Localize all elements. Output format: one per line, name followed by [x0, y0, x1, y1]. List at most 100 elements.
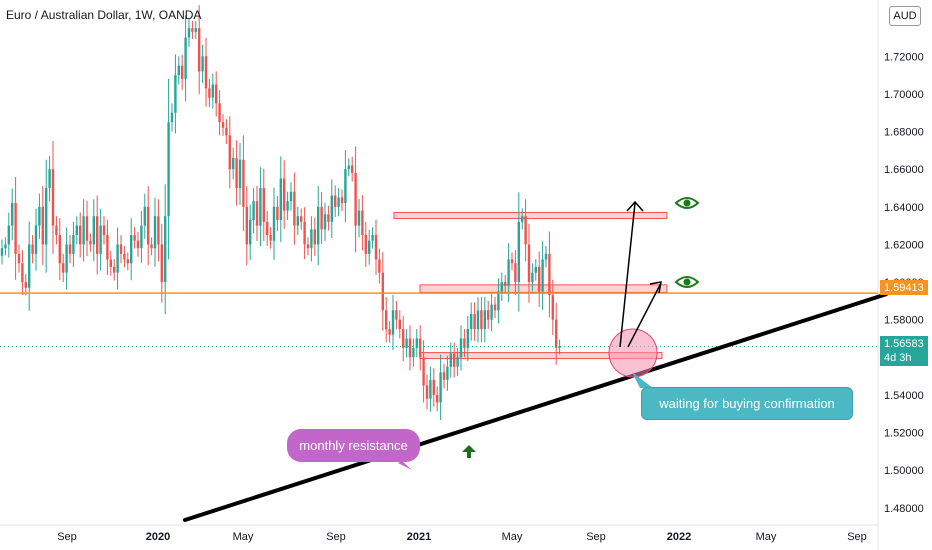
- candle-body: [191, 28, 194, 32]
- candle-body: [317, 206, 320, 245]
- candle-body: [514, 263, 517, 283]
- candle-body: [221, 122, 225, 128]
- candle-body: [65, 244, 68, 273]
- candle-body: [500, 282, 503, 292]
- candlestick-series: [0, 5, 561, 421]
- candle-body: [116, 244, 119, 273]
- candle-body: [487, 310, 490, 320]
- candle-body: [446, 366, 449, 380]
- candle-body: [412, 347, 415, 358]
- current-price-tag: 1.56583 4d 3h: [880, 336, 928, 366]
- candle-body: [34, 225, 38, 254]
- candle-body: [398, 319, 401, 330]
- price-tick-label: 1.54000: [884, 390, 924, 402]
- current-price-value: 1.56583: [884, 338, 924, 350]
- candle-body: [432, 379, 435, 395]
- candle-body: [123, 253, 126, 260]
- price-tick-label: 1.48000: [884, 503, 924, 515]
- candle-body: [204, 56, 208, 89]
- candle-body: [303, 221, 306, 245]
- candle-body: [330, 195, 333, 222]
- ascending-trendline[interactable]: [183, 292, 888, 522]
- candle-body: [252, 201, 255, 220]
- candle-body: [14, 203, 17, 254]
- candle-body: [551, 295, 554, 320]
- candle-body: [51, 169, 55, 226]
- candle-body: [313, 229, 316, 245]
- projection-arrow-high[interactable]: [619, 202, 636, 348]
- candle-body: [521, 216, 524, 222]
- eye-icon: [674, 197, 700, 209]
- arrow-head-high: [626, 200, 644, 212]
- candle-body: [334, 195, 337, 207]
- arrow-head-mid: [649, 281, 662, 294]
- candle-body: [38, 206, 41, 226]
- candle-body: [347, 165, 350, 170]
- candle-body: [470, 314, 473, 330]
- candle-body: [41, 206, 44, 245]
- candle-body: [490, 304, 493, 320]
- candle-body: [109, 259, 112, 268]
- price-tick-label: 1.72000: [884, 51, 924, 63]
- candle-body: [225, 127, 228, 136]
- candle-body: [531, 272, 534, 283]
- candle-body: [45, 188, 48, 245]
- candle-body: [276, 206, 279, 220]
- eye-icon: [674, 276, 700, 288]
- candle-body: [388, 329, 391, 335]
- candle-body: [476, 310, 480, 330]
- candle-body: [177, 65, 180, 76]
- candle-body: [272, 206, 276, 241]
- candle-body: [320, 206, 323, 230]
- resistance-price-tag: 1.59413: [880, 280, 928, 295]
- time-axis[interactable]: Sep 2020 May Sep 2021 May Sep 2022 May Sep: [57, 531, 867, 543]
- time-tick-label: Sep: [326, 531, 346, 543]
- candle-body: [300, 216, 303, 222]
- candle-body: [456, 357, 459, 367]
- candle-body: [55, 225, 58, 236]
- candle-body: [466, 329, 469, 348]
- candle-body: [527, 244, 531, 283]
- candle-body: [92, 216, 95, 245]
- candle-body: [198, 28, 201, 72]
- monthly-resistance-callout[interactable]: monthly resistance: [287, 429, 420, 462]
- currency-badge[interactable]: AUD: [889, 6, 921, 26]
- candle-body: [187, 28, 191, 38]
- candle-body: [429, 379, 432, 399]
- time-tick-label: May: [233, 531, 254, 543]
- zone-rect: [393, 211, 668, 219]
- candle-body: [170, 112, 174, 123]
- candle-body: [534, 267, 537, 273]
- candle-body: [368, 240, 371, 254]
- candle-body: [266, 221, 269, 236]
- candle-body: [4, 244, 7, 249]
- candle-body: [558, 346, 561, 348]
- price-tick-label: 1.68000: [884, 127, 924, 139]
- candle-body: [245, 206, 248, 245]
- candle-body: [28, 244, 31, 288]
- candle-body: [249, 219, 252, 245]
- candle-body: [58, 235, 61, 264]
- candle-body: [337, 197, 340, 207]
- price-tick-label: 1.66000: [884, 164, 924, 176]
- candle-body: [68, 244, 72, 254]
- buying-confirmation-callout[interactable]: waiting for buying confirmation: [641, 387, 853, 420]
- candle-body: [215, 84, 218, 104]
- candle-body: [381, 272, 384, 311]
- candle-body: [208, 88, 211, 98]
- candle-body: [48, 169, 51, 189]
- candle-body: [459, 338, 463, 358]
- candle-body: [555, 319, 558, 348]
- candle-body: [130, 235, 133, 264]
- time-tick-label: 2021: [407, 531, 431, 543]
- time-tick-label: Sep: [586, 531, 606, 543]
- candle-body: [289, 191, 293, 202]
- projection-arrow-mid[interactable]: [627, 282, 662, 348]
- projection-arrows[interactable]: [619, 200, 662, 348]
- candle-body: [85, 216, 89, 241]
- candle-body: [262, 188, 265, 222]
- candle-body: [150, 244, 153, 249]
- candle-body: [143, 206, 146, 226]
